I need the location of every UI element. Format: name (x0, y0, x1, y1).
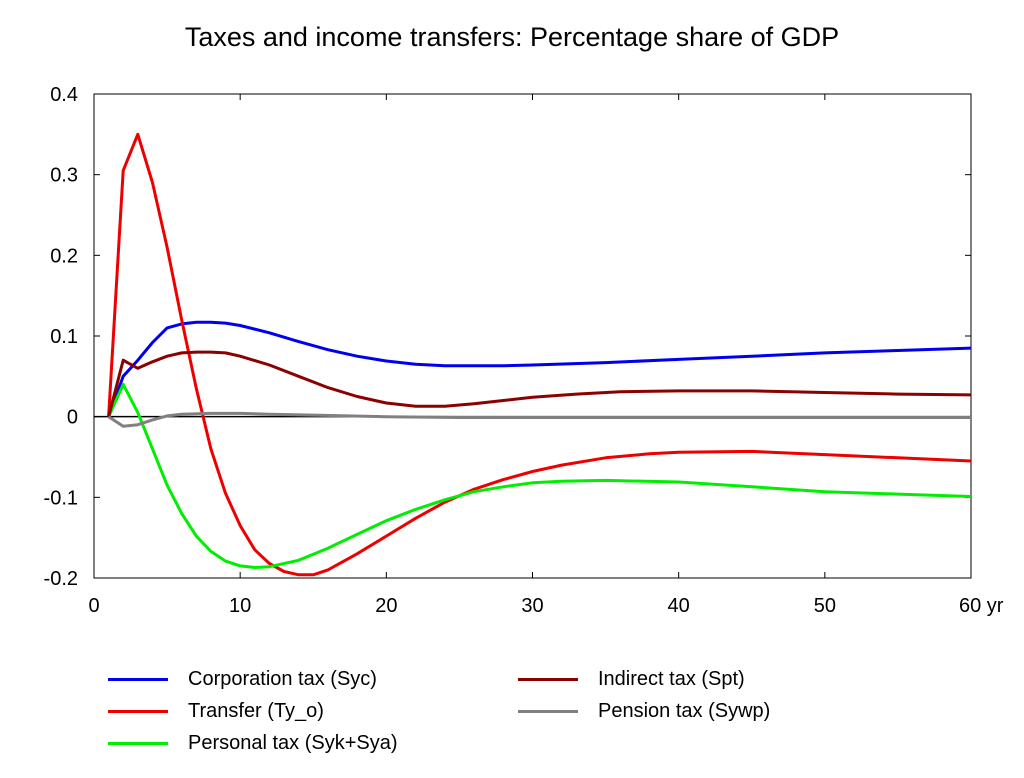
x-tick-label: 40 (668, 595, 690, 617)
plot-axes (93, 93, 972, 579)
axis-ticks: 0.4 0.3 0.2 0.1 0 -0.1 -0.2 0 10 20 30 40 50 60 yr (44, 84, 1004, 617)
legend-swatch (518, 709, 578, 713)
y-tick-label: -0.2 (44, 568, 78, 590)
x-tick-label: 10 (229, 595, 251, 617)
legend-swatch (108, 709, 168, 713)
legend-label: Indirect tax (Spt) (598, 667, 745, 690)
legend-label: Personal tax (Syk+Sya) (188, 731, 398, 754)
y-tick-label: 0 (67, 407, 78, 429)
series-line-personal-tax-syk-sya (107, 382, 972, 569)
legend-swatch (518, 677, 578, 681)
legend-label: Pension tax (Sywp) (598, 699, 771, 722)
series-line-indirect-tax-spt (107, 350, 972, 418)
x-tick-label: 50 (814, 595, 836, 617)
x-tick-label: 0 (88, 595, 99, 617)
legend-item: Corporation tax (Syc) (108, 667, 377, 691)
legend-item: Transfer (Ty_o) (108, 699, 324, 723)
x-tick-label: 30 (521, 595, 543, 617)
plot-frame (93, 93, 972, 579)
y-tick-label: 0.2 (50, 245, 78, 267)
legend-label: Transfer (Ty_o) (188, 699, 324, 722)
legend-swatch (108, 677, 168, 681)
series-line-pension-tax-sywp (107, 411, 971, 428)
x-tick-label: 20 (375, 595, 397, 617)
y-tick-label: 0.1 (50, 326, 78, 348)
legend-item: Personal tax (Syk+Sya) (108, 731, 398, 755)
y-tick-label: -0.1 (44, 487, 78, 509)
legend-item: Pension tax (Sywp) (518, 699, 770, 723)
legend-swatch (108, 741, 168, 745)
y-tick-label: 0.3 (50, 165, 78, 187)
x-tick-label: 60 yr (959, 595, 1004, 617)
series-line-transfer-ty-o (107, 132, 972, 577)
series-lines (107, 132, 972, 577)
legend-item: Indirect tax (Spt) (518, 667, 745, 691)
legend-label: Corporation tax (Syc) (188, 667, 377, 690)
y-tick-label: 0.4 (50, 84, 78, 106)
chart-title: Taxes and income transfers: Percentage s… (184, 22, 840, 52)
series-line-corporation-tax-syc (107, 320, 972, 418)
